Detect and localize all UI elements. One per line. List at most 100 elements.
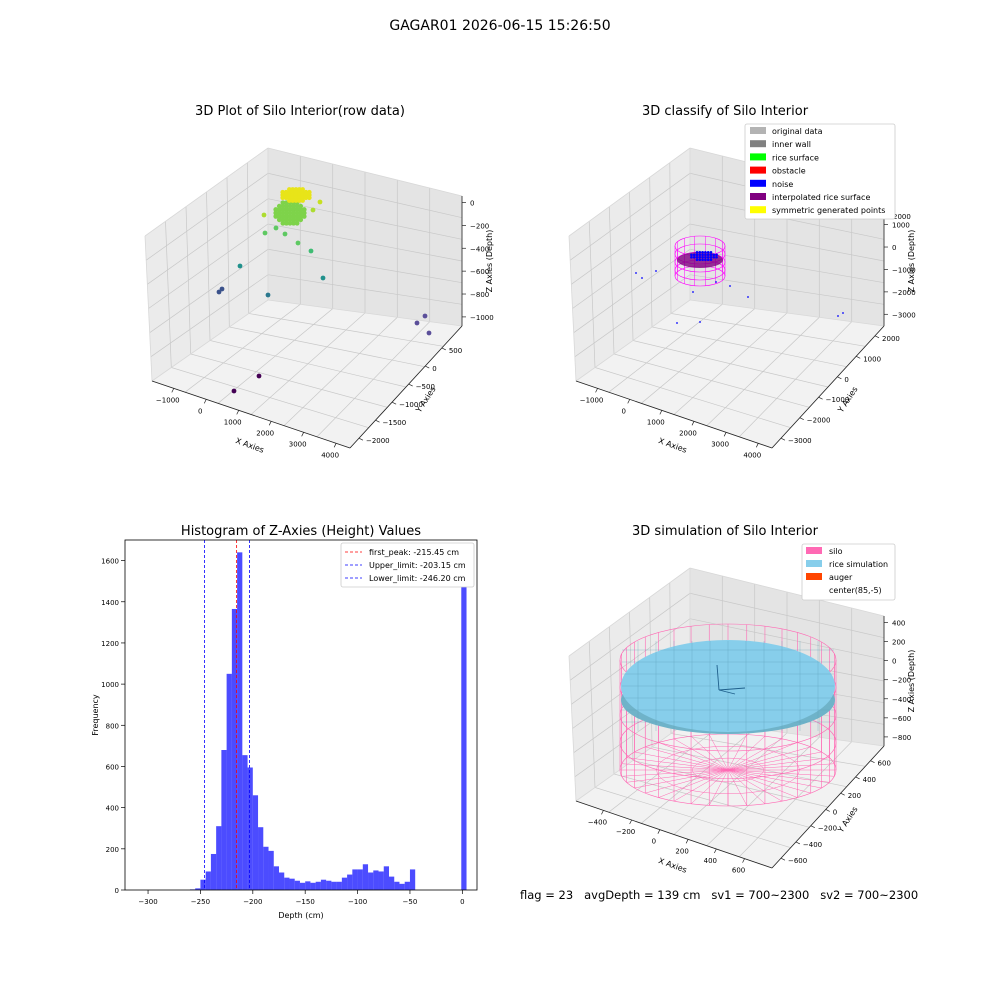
y-tick bbox=[837, 376, 842, 380]
z-tick-label: −800 bbox=[470, 291, 489, 299]
z-tick-label: −200 bbox=[470, 222, 489, 230]
y-tick bbox=[840, 792, 845, 796]
panel2-title: 3D classify of Silo Interior bbox=[641, 104, 809, 119]
y-axis-label: Frequency bbox=[91, 694, 100, 736]
y-tick bbox=[818, 396, 823, 400]
rice-surface-point bbox=[704, 258, 707, 262]
histogram-bar bbox=[305, 881, 311, 890]
floor-pane bbox=[576, 300, 884, 448]
scatter-point bbox=[273, 210, 279, 216]
auger-line bbox=[718, 689, 736, 695]
y-tick-label: 0 bbox=[833, 808, 837, 816]
z-tick-label: 0 bbox=[892, 658, 896, 666]
scatter-point bbox=[273, 225, 279, 231]
silo-wire bbox=[727, 757, 830, 771]
histogram-bar bbox=[362, 864, 369, 890]
x-tick-label: 400 bbox=[704, 857, 717, 865]
z-tick-label: −400 bbox=[892, 696, 911, 704]
silo-wire bbox=[727, 746, 811, 771]
y-tick bbox=[810, 825, 815, 829]
silo-wire bbox=[727, 769, 835, 777]
pane-edge bbox=[568, 235, 577, 382]
rice-surface-point bbox=[698, 253, 702, 257]
legend-swatch bbox=[750, 193, 766, 200]
scatter-point bbox=[298, 214, 304, 219]
silo-wire bbox=[634, 769, 729, 789]
rice-surface-point bbox=[704, 255, 707, 259]
scatter-point bbox=[294, 217, 300, 223]
rice-surface-point bbox=[692, 253, 696, 257]
scatter-point bbox=[291, 207, 296, 212]
noise-point bbox=[747, 296, 749, 298]
scatter-point bbox=[280, 195, 285, 201]
scatter-point bbox=[280, 217, 286, 223]
legend-label: symmetric generated points bbox=[772, 206, 885, 215]
rice-surface-point bbox=[695, 250, 699, 254]
scatter-point bbox=[287, 220, 293, 226]
scatter-point bbox=[284, 203, 289, 209]
figure-title: GAGAR01 2026-06-15 15:26:50 bbox=[389, 18, 611, 34]
pane-edge bbox=[689, 567, 885, 617]
x-axis-label: X Axies bbox=[234, 436, 265, 455]
z-tick-label: −200 bbox=[892, 677, 911, 685]
x-tick bbox=[659, 410, 663, 415]
rice-surface-point bbox=[695, 258, 699, 262]
scatter-point bbox=[301, 214, 307, 219]
scatter-point bbox=[294, 207, 300, 212]
legend-swatch bbox=[750, 206, 766, 214]
rice-surface-point bbox=[712, 255, 716, 259]
histogram-bar bbox=[341, 877, 348, 890]
z-tick-label: 400 bbox=[892, 620, 905, 628]
z-tick-label: −3000 bbox=[892, 311, 916, 319]
z-axis-label: Z Axies (Depth) bbox=[907, 230, 916, 293]
histogram-bar bbox=[310, 882, 316, 890]
histogram-bar bbox=[336, 881, 342, 890]
histogram-bar bbox=[389, 876, 395, 890]
x-tick-label: −1000 bbox=[580, 396, 604, 404]
scatter-point bbox=[276, 207, 282, 212]
histogram-bar bbox=[399, 883, 405, 890]
y-tick-label: 0 bbox=[432, 365, 436, 373]
pane-edge bbox=[267, 299, 463, 327]
scatter-point bbox=[310, 207, 316, 213]
histogram-bar bbox=[357, 869, 363, 890]
scatter-point bbox=[231, 388, 237, 394]
z-tick-label: 0 bbox=[470, 200, 474, 208]
scatter-point bbox=[265, 292, 271, 298]
rice-surface-point bbox=[698, 255, 702, 259]
scatter-point bbox=[307, 195, 312, 201]
silo-wire bbox=[658, 769, 729, 798]
scatter-point bbox=[276, 217, 282, 223]
histogram-bar bbox=[263, 846, 269, 890]
rice-surface-point bbox=[706, 253, 710, 257]
x-tick bbox=[657, 829, 661, 834]
z-tick-label: 1000 bbox=[892, 222, 910, 230]
noise-point bbox=[641, 277, 643, 279]
x-tick-label: −250 bbox=[191, 898, 210, 906]
rice-surface-point bbox=[715, 253, 718, 257]
y-tick-label: −600 bbox=[788, 857, 807, 865]
y-tick-label: 1000 bbox=[101, 681, 119, 689]
scatter-point bbox=[273, 214, 279, 219]
scatter-point bbox=[414, 320, 420, 326]
z-axis-label: Z Axies (Depth) bbox=[485, 230, 494, 293]
histogram-bar bbox=[352, 869, 358, 890]
scatter-point bbox=[280, 203, 286, 209]
histogram-bar bbox=[289, 878, 295, 890]
scatter-point bbox=[287, 217, 293, 223]
histogram-bar bbox=[231, 608, 238, 890]
scatter-point bbox=[291, 214, 296, 219]
scatter-point bbox=[294, 220, 300, 226]
rice-surface-point bbox=[709, 253, 713, 257]
y-tick bbox=[795, 841, 801, 845]
plot-frame bbox=[124, 539, 478, 891]
legend-label: silo bbox=[829, 547, 843, 556]
y-tick bbox=[780, 857, 786, 861]
rice-surface-point bbox=[690, 255, 693, 259]
histogram-bar bbox=[226, 673, 232, 890]
pane-edge bbox=[568, 655, 577, 802]
pane-edge bbox=[568, 567, 691, 657]
y-tick bbox=[856, 355, 861, 359]
histogram-bar bbox=[195, 888, 201, 890]
legend-swatch bbox=[750, 127, 766, 134]
